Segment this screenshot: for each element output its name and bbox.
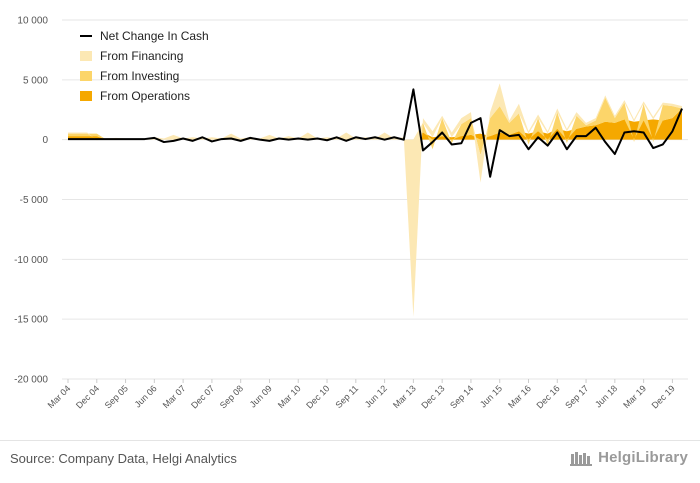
library-icon xyxy=(570,451,593,466)
brand-logo[interactable]: HelgiLibrary xyxy=(570,449,688,466)
x-tick-label: Mar 04 xyxy=(46,383,73,410)
legend-label-financing: From Financing xyxy=(100,49,184,63)
area-from-financing xyxy=(68,83,682,317)
area-from-investing xyxy=(68,97,682,156)
source-note: Source: Company Data, Helgi Analytics xyxy=(10,451,237,466)
x-tick-label: Sep 17 xyxy=(563,383,590,410)
y-tick-label: -10 000 xyxy=(14,255,48,266)
y-tick-label: -15 000 xyxy=(14,315,48,326)
x-tick-label: Dec 13 xyxy=(419,383,446,410)
x-tick-label: Jun 15 xyxy=(478,383,504,409)
y-tick-label: 0 xyxy=(42,135,48,146)
brand-name: HelgiLibrary xyxy=(598,449,688,466)
legend-label-net-change: Net Change In Cash xyxy=(100,29,209,43)
x-tick-label: Dec 07 xyxy=(189,383,216,410)
x-tick-label: Sep 05 xyxy=(103,383,130,410)
x-tick-label: Dec 16 xyxy=(534,383,561,410)
legend-swatch-investing xyxy=(80,71,92,81)
legend-item-investing[interactable]: From Investing xyxy=(80,66,209,86)
chart: 10 000 5 000 0 -5 000 -10 000 -15 000 -20 000 M… xyxy=(14,16,688,411)
legend-label-investing: From Investing xyxy=(100,69,180,83)
x-tick-label: Jun 18 xyxy=(593,383,619,409)
legend-item-financing[interactable]: From Financing xyxy=(80,46,209,66)
legend-swatch-operations xyxy=(80,91,92,101)
y-tick-label: 5 000 xyxy=(23,75,48,86)
x-tick-label: Sep 08 xyxy=(218,383,245,410)
x-tick-label: Dec 10 xyxy=(304,383,331,410)
legend-swatch-financing xyxy=(80,51,92,61)
area-from-operations xyxy=(68,108,682,140)
x-tick-label: Jun 12 xyxy=(363,383,389,409)
x-tick-label: Jun 06 xyxy=(133,383,159,409)
y-tick-label: 10 000 xyxy=(17,16,48,27)
footer-divider xyxy=(0,440,700,441)
y-tick-label: -20 000 xyxy=(14,375,48,386)
x-tick-label: Jun 09 xyxy=(248,383,274,409)
line-net-change-in-cash xyxy=(68,88,683,178)
x-tick-label: Sep 11 xyxy=(333,383,360,410)
footer: Source: Company Data, Helgi Analytics He… xyxy=(0,440,700,483)
legend: Net Change In Cash From Financing From I… xyxy=(80,26,209,106)
legend-label-operations: From Operations xyxy=(100,89,191,103)
legend-line-net-change xyxy=(80,35,92,37)
x-tick-label: Dec 19 xyxy=(650,383,677,410)
x-tick-label: Sep 14 xyxy=(448,383,475,410)
y-tick-label: -5 000 xyxy=(20,195,49,206)
x-tick-label: Dec 04 xyxy=(74,383,101,410)
legend-item-operations[interactable]: From Operations xyxy=(80,86,209,106)
x-tick-label: Mar 19 xyxy=(621,383,648,410)
legend-item-net-change[interactable]: Net Change In Cash xyxy=(80,26,209,46)
x-tick-label: Mar 16 xyxy=(506,383,533,410)
x-tick-label: Mar 10 xyxy=(276,383,303,410)
x-tick-label: Mar 07 xyxy=(161,383,188,410)
x-tick-label: Mar 13 xyxy=(391,383,418,410)
